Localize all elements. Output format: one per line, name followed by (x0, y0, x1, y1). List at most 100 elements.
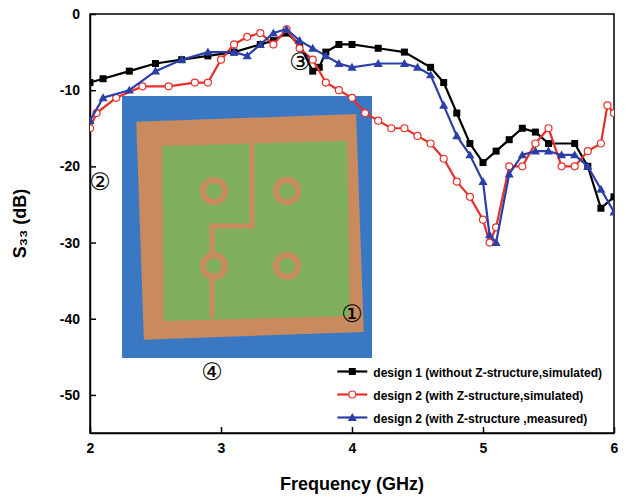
data-point (571, 163, 578, 170)
data-point (531, 147, 540, 155)
tick-label: -30 (60, 235, 80, 251)
data-point (493, 148, 500, 155)
annotation: ③ (289, 48, 311, 76)
data-point (519, 125, 526, 132)
tick-mark (90, 318, 96, 320)
inset-photo (122, 96, 372, 358)
data-point (100, 75, 107, 82)
data-point (400, 59, 409, 67)
data-point (545, 125, 552, 132)
data-point (557, 150, 566, 158)
data-point (282, 25, 291, 33)
tick-label: 2 (87, 440, 95, 456)
data-point (269, 28, 278, 36)
data-point (544, 147, 553, 155)
data-point (218, 56, 225, 63)
data-point (440, 79, 447, 86)
data-point (334, 59, 343, 67)
data-point (388, 125, 395, 132)
data-point (597, 205, 604, 212)
data-point (466, 193, 473, 200)
series-markers (90, 30, 614, 212)
data-point (466, 140, 473, 147)
data-point (90, 116, 95, 124)
data-point (465, 150, 474, 158)
data-point (480, 159, 487, 166)
tick: -30 (60, 235, 96, 251)
data-point (257, 30, 264, 37)
data-point (414, 132, 421, 139)
data-point (532, 140, 539, 147)
data-point (609, 208, 614, 216)
tick: 4 (349, 427, 357, 456)
x-axis-title: Frequency (GHz) (280, 474, 424, 494)
data-point (571, 140, 578, 147)
tick-label: 3 (218, 440, 226, 456)
data-point (125, 86, 134, 94)
data-point (480, 216, 487, 223)
data-point (321, 51, 330, 59)
data-point (374, 59, 383, 67)
tick-mark (221, 427, 223, 433)
data-point (518, 150, 527, 158)
legend-item: design 2 (with Z-structure,simulated) (337, 389, 583, 403)
data-point (597, 140, 604, 147)
data-point (604, 102, 611, 109)
data-point (492, 238, 501, 246)
tick: 6 (611, 427, 619, 456)
annotation: ① (341, 300, 363, 328)
tick-mark (90, 14, 96, 16)
data-point (139, 83, 146, 90)
photo-ring (203, 255, 225, 277)
data-point (584, 148, 591, 155)
data-point (90, 79, 94, 86)
series-line (90, 29, 614, 242)
legend-marker (349, 391, 356, 398)
legend-label: design 2 (with Z-structure,simulated) (373, 389, 583, 403)
tick: -40 (60, 311, 96, 327)
data-point (375, 45, 382, 52)
tick-label: 4 (349, 440, 357, 456)
data-point (486, 239, 493, 246)
tick-label: -40 (60, 311, 80, 327)
data-point (256, 40, 265, 48)
data-point (322, 79, 329, 86)
plot-area (90, 25, 614, 246)
data-point (335, 41, 342, 48)
tick-mark (90, 90, 96, 92)
data-point (583, 162, 592, 170)
data-point (440, 155, 447, 162)
series-markers (90, 26, 614, 246)
data-point (99, 93, 108, 101)
data-point (506, 136, 513, 143)
data-point (165, 83, 172, 90)
legend-label: design 1 (without Z-structure,simulated) (373, 366, 602, 380)
data-point (545, 140, 552, 147)
data-point (244, 33, 251, 40)
data-point (90, 125, 94, 132)
photo-substrate (162, 141, 350, 321)
legend-marker (348, 413, 357, 421)
tick-mark (90, 395, 96, 397)
data-point (478, 177, 487, 185)
data-point (243, 51, 252, 59)
legend-label: design 2 (with Z-structure ,measured) (373, 412, 587, 426)
legend-item: design 1 (without Z-structure,simulated) (337, 366, 602, 380)
data-point (362, 110, 369, 117)
data-point (611, 110, 615, 117)
data-point (349, 94, 356, 101)
tick: 3 (218, 427, 226, 456)
tick-mark (90, 242, 96, 244)
data-point (203, 48, 212, 56)
photo-slot (212, 144, 252, 318)
data-point (426, 70, 435, 78)
tick-mark (483, 427, 485, 433)
series-markers (90, 25, 614, 246)
data-point (177, 55, 186, 63)
tick-label: -10 (60, 82, 80, 98)
legend-item: design 2 (with Z-structure ,measured) (337, 412, 587, 426)
data-point (151, 67, 160, 75)
data-point (295, 36, 304, 44)
data-point (519, 163, 526, 170)
plot-frame (90, 14, 614, 433)
